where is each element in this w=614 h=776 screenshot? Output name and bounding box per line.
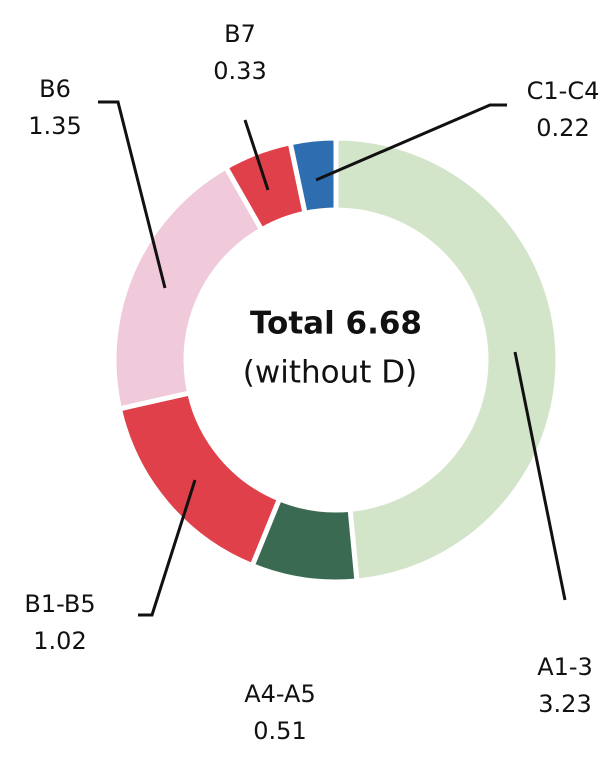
slice-label: A4-A5: [244, 680, 316, 708]
slice-label: A1-3: [537, 653, 593, 681]
value-label: 0.51: [253, 717, 306, 745]
value-label: 0.22: [536, 114, 589, 142]
donut-slice: [287, 135, 339, 217]
value-label: 3.23: [538, 690, 591, 718]
value-label: 0.33: [213, 57, 266, 85]
donut-slice: [116, 389, 283, 569]
slice-label: B1-B5: [24, 590, 95, 618]
donut-slice: [111, 163, 266, 412]
leader-line: [243, 119, 270, 191]
leader-line: [513, 351, 567, 601]
leader-line: [315, 103, 507, 182]
leader-line: [138, 479, 197, 617]
donut-slice: [333, 135, 561, 584]
center-title: Total 6.68: [250, 306, 422, 342]
slice-label: B7: [224, 20, 256, 48]
leader-line: [98, 100, 167, 289]
value-label: 1.02: [33, 627, 86, 655]
value-label: 1.35: [28, 112, 81, 140]
center-subtitle: (without D): [243, 355, 417, 391]
slice-label: B6: [39, 75, 71, 103]
slice-label: C1-C4: [527, 77, 600, 105]
